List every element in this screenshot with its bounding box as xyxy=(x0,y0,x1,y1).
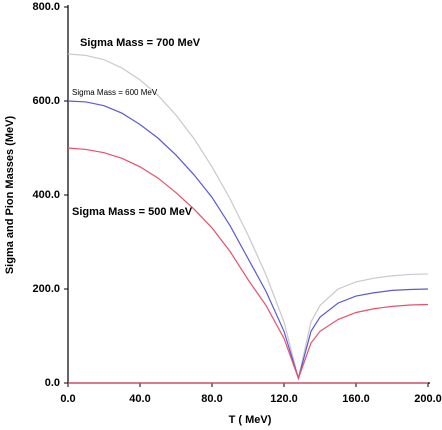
series-label: Sigma Mass = 700 MeV xyxy=(80,37,201,49)
x-tick-label: 120.0 xyxy=(270,393,298,405)
x-axis-title: T ( MeV) xyxy=(229,414,272,426)
x-tick-label: 40.0 xyxy=(129,393,150,405)
y-tick-label: 400.0 xyxy=(32,189,60,201)
x-tick-label: 200.0 xyxy=(414,393,442,405)
y-tick-label: 200.0 xyxy=(32,283,60,295)
x-tick-label: 80.0 xyxy=(201,393,222,405)
series-line xyxy=(67,147,429,381)
series-label: Sigma Mass = 500 MeV xyxy=(72,206,193,218)
series-line xyxy=(67,53,429,379)
x-tick-label: 0.0 xyxy=(60,393,75,405)
y-tick-label: 800.0 xyxy=(32,1,60,13)
y-tick-label: 600.0 xyxy=(32,95,60,107)
series-line xyxy=(67,100,429,381)
y-axis-title: Sigma and Pion Masses (MeV) xyxy=(4,116,16,275)
y-tick-label: 0.0 xyxy=(45,377,60,389)
series-label: Sigma Mass = 600 MeV xyxy=(72,88,158,97)
x-tick-label: 160.0 xyxy=(342,393,370,405)
